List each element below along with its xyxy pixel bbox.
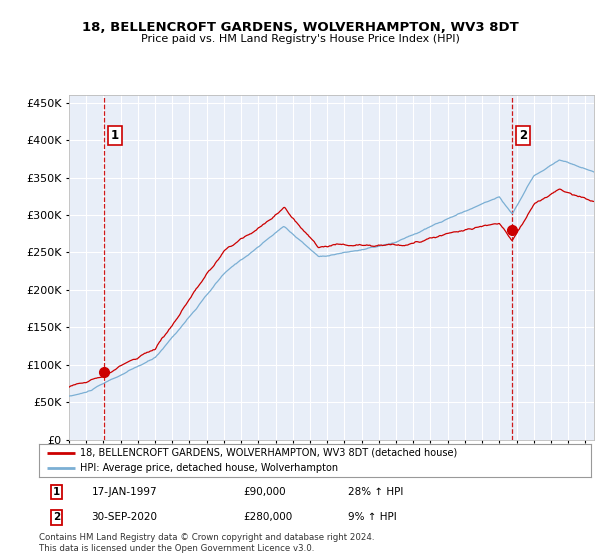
Text: 30-SEP-2020: 30-SEP-2020 xyxy=(91,512,157,522)
Text: 18, BELLENCROFT GARDENS, WOLVERHAMPTON, WV3 8DT (detached house): 18, BELLENCROFT GARDENS, WOLVERHAMPTON, … xyxy=(80,447,458,458)
Text: 2: 2 xyxy=(519,129,527,142)
Text: Contains HM Land Registry data © Crown copyright and database right 2024.
This d: Contains HM Land Registry data © Crown c… xyxy=(39,533,374,553)
Text: £280,000: £280,000 xyxy=(243,512,292,522)
Text: 28% ↑ HPI: 28% ↑ HPI xyxy=(348,487,403,497)
Text: 1: 1 xyxy=(53,487,60,497)
Text: 18, BELLENCROFT GARDENS, WOLVERHAMPTON, WV3 8DT: 18, BELLENCROFT GARDENS, WOLVERHAMPTON, … xyxy=(82,21,518,34)
Text: 17-JAN-1997: 17-JAN-1997 xyxy=(91,487,157,497)
Text: £90,000: £90,000 xyxy=(243,487,286,497)
Text: HPI: Average price, detached house, Wolverhampton: HPI: Average price, detached house, Wolv… xyxy=(80,463,338,473)
Text: 1: 1 xyxy=(111,129,119,142)
Text: 2: 2 xyxy=(53,512,60,522)
Text: 9% ↑ HPI: 9% ↑ HPI xyxy=(348,512,397,522)
Text: Price paid vs. HM Land Registry's House Price Index (HPI): Price paid vs. HM Land Registry's House … xyxy=(140,34,460,44)
